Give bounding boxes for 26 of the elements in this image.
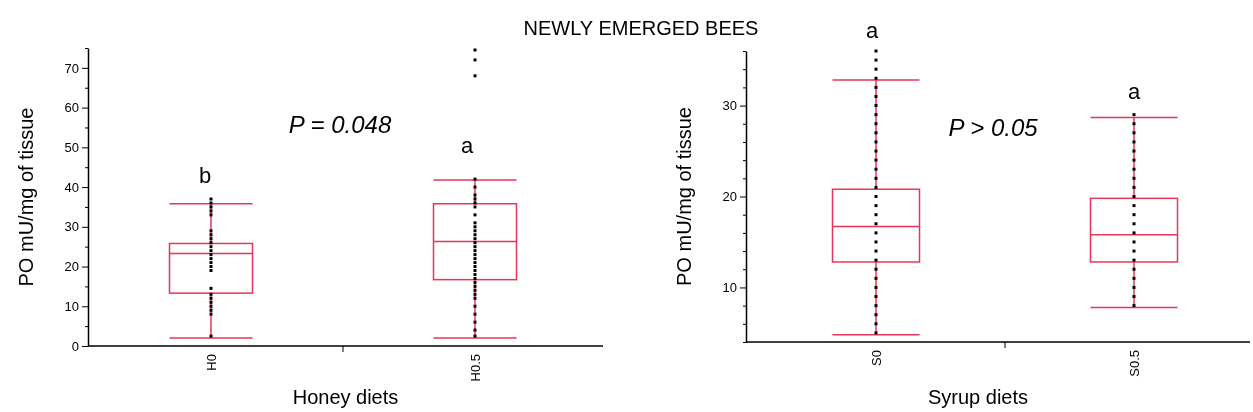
x-tick-label: H0.5 (468, 354, 483, 382)
text: a (865, 18, 879, 43)
y-axis-title: PO mU/mg of tissue (15, 107, 37, 287)
annotation: P > 0.05 (948, 114, 1039, 141)
y-tick-label: 20 (722, 189, 737, 205)
x-axis-title: Syrup diets (927, 386, 1029, 408)
y-tick-label: 0 (71, 338, 79, 354)
y-tick-label: 60 (64, 100, 79, 116)
annotation: a (1127, 79, 1141, 104)
x-tick-label: S0.5 (1127, 350, 1142, 377)
y-tick-label: 30 (64, 219, 79, 235)
annotation: a (460, 133, 474, 158)
chart-title: NEWLY EMERGED BEES (523, 17, 759, 39)
x-tick-label: S0 (869, 350, 884, 366)
y-tick-label: 40 (64, 179, 79, 195)
y-tick-label: 20 (64, 259, 79, 275)
x-axis-title: Honey diets (292, 386, 399, 408)
y-tick-label: 10 (722, 280, 737, 296)
y-axis-title: PO mU/mg of tissue (673, 107, 695, 286)
annotation: P = 0.048 (288, 111, 392, 138)
x-tick-label: H0 (204, 354, 219, 371)
y-tick-label: 30 (722, 98, 737, 114)
annotation: b (198, 163, 212, 188)
y-tick-label: 50 (64, 139, 79, 155)
y-tick-label: 70 (64, 60, 79, 76)
y-tick-label: 10 (64, 298, 79, 314)
